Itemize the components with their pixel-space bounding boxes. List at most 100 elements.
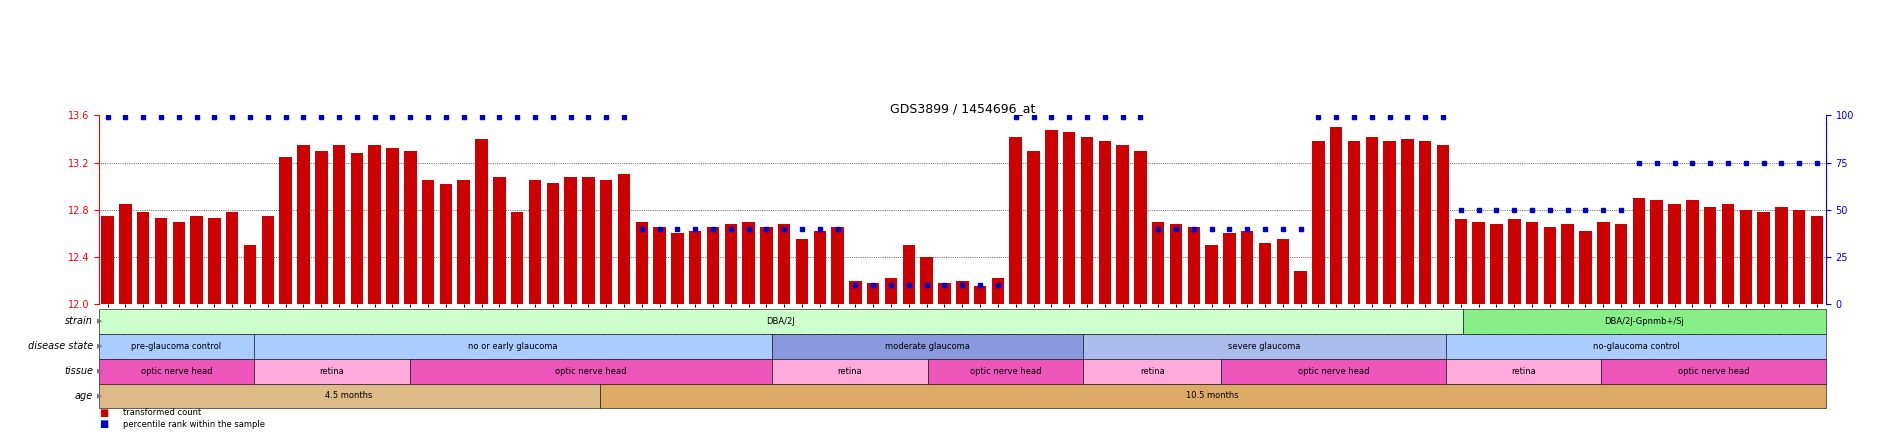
Text: retina: retina [1141,366,1165,376]
Bar [1080,137,1093,304]
Bar [243,245,256,304]
Bar [672,234,683,304]
Bar [957,281,968,304]
Text: retina: retina [1511,366,1535,376]
Text: moderate glaucoma: moderate glaucoma [884,341,970,351]
Bar [814,231,826,304]
Bar [298,145,309,304]
Bar [190,216,203,304]
Text: ▶: ▶ [97,368,102,374]
Bar [564,177,577,304]
Text: optic nerve head: optic nerve head [140,366,213,376]
Text: 10.5 months: 10.5 months [1186,392,1239,400]
Bar [279,157,292,304]
Text: ▶: ▶ [97,393,102,399]
Bar [1116,145,1129,304]
Bar [1027,151,1040,304]
Text: optic nerve head: optic nerve head [1298,366,1368,376]
Bar [725,224,736,304]
Bar [173,222,186,304]
Bar [831,227,845,304]
Text: ■: ■ [99,419,108,429]
Text: severe glaucoma: severe glaucoma [1228,341,1300,351]
Bar [547,182,560,304]
Bar [1169,224,1182,304]
Bar [332,145,345,304]
Bar [1490,224,1503,304]
Bar [689,231,702,304]
Bar [421,180,435,304]
Bar [1152,222,1163,304]
Bar [1063,132,1076,304]
Text: optic nerve head: optic nerve head [970,366,1042,376]
Text: pre-glaucoma control: pre-glaucoma control [131,341,222,351]
Bar [404,151,416,304]
Bar [1632,198,1646,304]
Bar [511,212,524,304]
Text: strain: strain [65,316,93,326]
Bar [1509,219,1520,304]
Bar [921,257,934,304]
Bar [1420,141,1431,304]
Bar [1685,200,1699,304]
Bar [387,148,399,304]
Bar [457,180,471,304]
Title: GDS3899 / 1454696_at: GDS3899 / 1454696_at [890,103,1034,115]
Bar [1811,216,1824,304]
Bar [1046,130,1057,304]
Bar [440,184,452,304]
Text: 4.5 months: 4.5 months [325,392,372,400]
Bar [1135,151,1146,304]
Text: ▶: ▶ [97,318,102,324]
Text: transformed count: transformed count [123,408,201,417]
Bar [209,218,220,304]
Bar [1704,207,1716,304]
Bar [1401,139,1414,304]
Bar [226,212,239,304]
Text: percentile rank within the sample: percentile rank within the sample [123,420,266,428]
Text: retina: retina [837,366,862,376]
Bar [137,212,150,304]
Bar [1384,141,1395,304]
Bar [1526,222,1537,304]
Bar [1668,204,1682,304]
Bar [474,139,488,304]
Text: no-glaucoma control: no-glaucoma control [1592,341,1680,351]
Bar [1010,137,1021,304]
Bar [493,177,505,304]
Bar [938,283,951,304]
Text: optic nerve head: optic nerve head [1678,366,1750,376]
Bar [653,227,666,304]
Bar [706,227,719,304]
Bar [742,222,755,304]
Text: DBA/2J-Gpnmb+/Sj: DBA/2J-Gpnmb+/Sj [1604,317,1684,325]
Bar [1205,245,1219,304]
Bar [761,227,772,304]
Bar [884,278,898,304]
Bar [617,174,630,304]
Text: age: age [74,391,93,401]
Bar [1794,210,1805,304]
Text: optic nerve head: optic nerve head [556,366,626,376]
Bar [583,177,594,304]
Bar [101,216,114,304]
Bar [1330,127,1342,304]
Bar [1188,227,1200,304]
Bar [262,216,273,304]
Bar [120,204,131,304]
Bar [1562,224,1573,304]
Bar [1758,212,1769,304]
Bar [1596,222,1610,304]
Text: disease state: disease state [28,341,93,351]
Text: DBA/2J: DBA/2J [767,317,795,325]
Bar [1740,210,1752,304]
Bar [974,286,987,304]
Bar [351,153,363,304]
Bar [1294,271,1308,304]
Bar [1651,200,1663,304]
Bar [1615,224,1627,304]
Bar [1454,219,1467,304]
Bar [1437,145,1450,304]
Bar [903,245,915,304]
Bar [1775,207,1788,304]
